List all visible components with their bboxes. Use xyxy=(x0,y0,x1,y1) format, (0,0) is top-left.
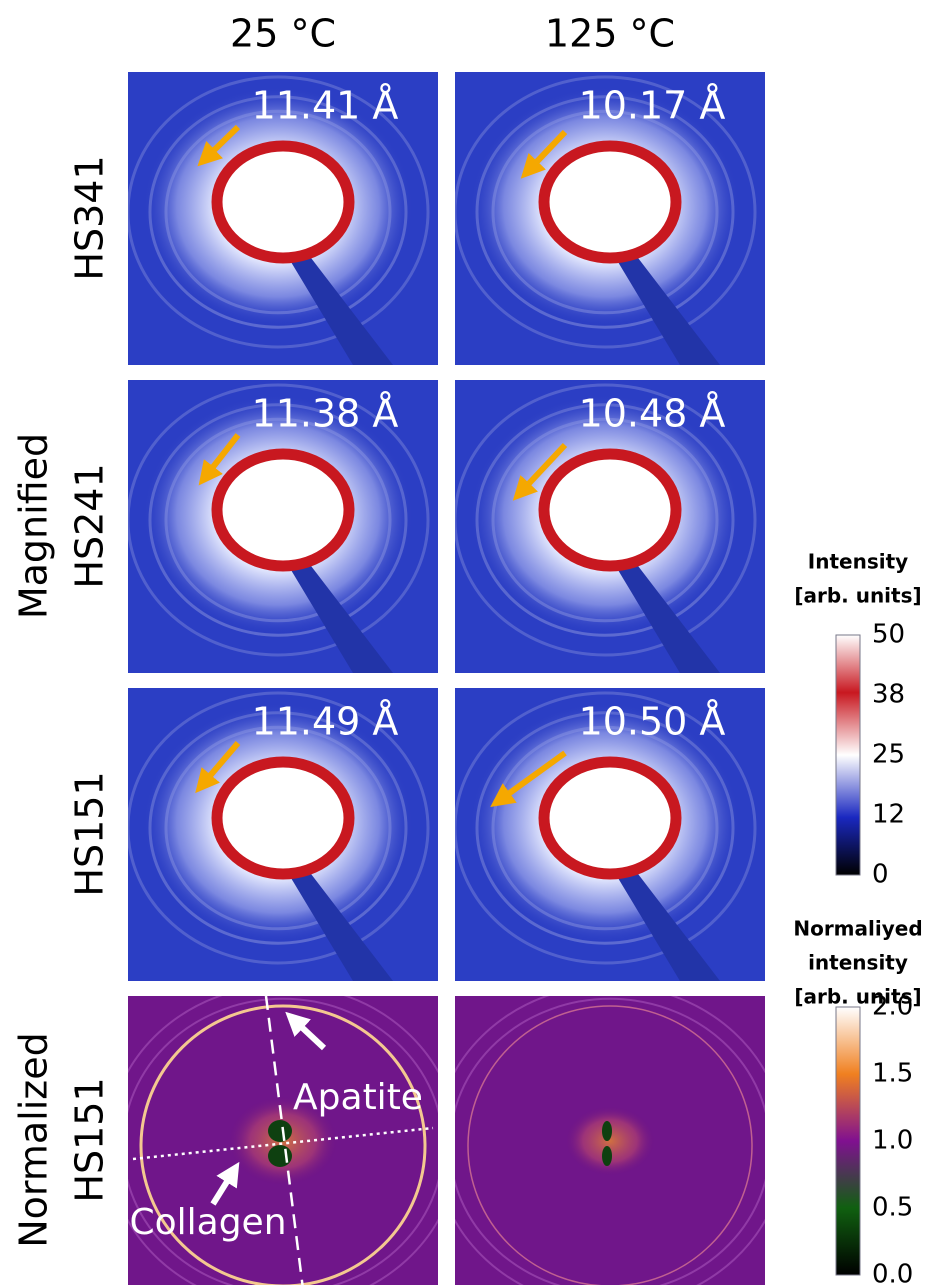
center-blob xyxy=(268,1120,292,1142)
colorbar-tick-label: 1.0 xyxy=(872,1126,913,1156)
normalized-image xyxy=(435,985,785,1285)
ring xyxy=(217,762,349,874)
row-label: HS151 xyxy=(68,771,112,896)
d-spacing-label: 11.38 Å xyxy=(252,392,399,436)
center-halo xyxy=(565,1106,655,1176)
ring xyxy=(544,762,676,874)
colorbar-tick-label: 38 xyxy=(872,680,905,710)
colorbar-tick-label: 12 xyxy=(872,800,905,830)
ring xyxy=(544,454,676,566)
d-spacing-label: 11.41 Å xyxy=(252,84,399,128)
ring xyxy=(544,146,676,258)
d-spacing-label: 10.50 Å xyxy=(579,700,726,744)
center-blob xyxy=(602,1146,612,1166)
colorbar-title: intensity xyxy=(808,951,908,975)
row-label: HS151 xyxy=(68,1077,112,1202)
d-spacing-label: 10.17 Å xyxy=(579,84,726,128)
colorbar-tick-label: 25 xyxy=(872,740,905,770)
row-label: HS241 xyxy=(68,463,112,588)
ring xyxy=(217,454,349,566)
d-spacing-label: 10.48 Å xyxy=(579,392,726,436)
colorbar-tick-label: 0.5 xyxy=(872,1193,913,1223)
row-group-label: Magnified xyxy=(12,433,56,619)
colorbar-title: Intensity xyxy=(808,550,908,574)
colorbar-tick-label: 1.5 xyxy=(872,1059,913,1089)
center-blob xyxy=(602,1121,612,1141)
annotation: Collagen xyxy=(129,1202,286,1243)
row-group-label: Normalized xyxy=(12,1032,56,1248)
figure: 25 °C 125 °C HS341 HS241 Magnified HS151 HS151… xyxy=(0,0,930,1285)
center-blob xyxy=(268,1145,292,1167)
colorbar-tick-label: 0 xyxy=(872,860,889,890)
annotation: Apatite xyxy=(293,1077,423,1118)
ring xyxy=(217,146,349,258)
d-spacing-label: 11.49 Å xyxy=(252,700,399,744)
column-header: 25 °C xyxy=(230,12,336,56)
colorbar-tick-label: 0.0 xyxy=(872,1260,913,1285)
colorbar-title: [arb. units] xyxy=(794,584,921,608)
colorbar-tick-label: 50 xyxy=(872,620,905,650)
colorbar-title: Normaliyed xyxy=(793,917,922,941)
colorbar-tick-label: 2.0 xyxy=(872,992,913,1022)
row-label: HS341 xyxy=(68,155,112,280)
column-header: 125 °C xyxy=(545,12,675,56)
colorbar xyxy=(836,1007,860,1275)
colorbar xyxy=(836,635,860,875)
